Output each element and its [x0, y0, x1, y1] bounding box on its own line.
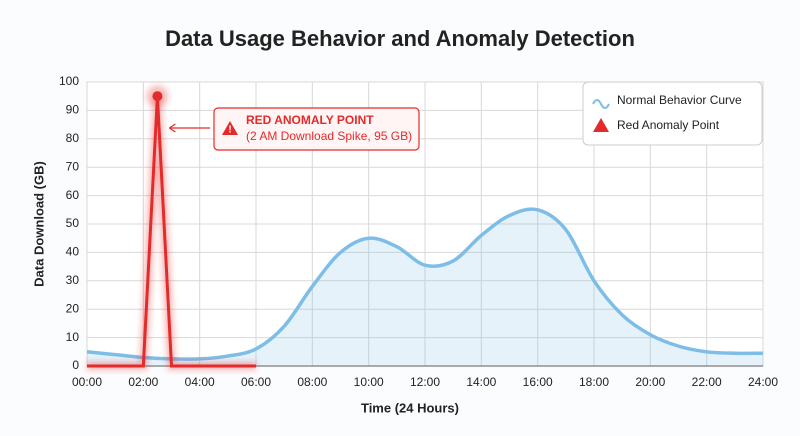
x-tick-label: 16:00: [523, 375, 553, 389]
arrow-head: [169, 123, 176, 133]
y-tick-label: 100: [59, 74, 79, 88]
x-tick-label: 14:00: [466, 375, 496, 389]
annotation-text: (2 AM Download Spike, 95 GB): [246, 129, 412, 143]
y-tick-label: 70: [66, 159, 80, 173]
anomaly-point: [152, 91, 163, 102]
x-tick-label: 06:00: [241, 375, 271, 389]
y-tick-label: 0: [72, 358, 79, 372]
warning-mark: !: [228, 125, 231, 136]
x-tick-label: 10:00: [354, 375, 384, 389]
x-tick-label: 12:00: [410, 375, 440, 389]
legend-label: Normal Behavior Curve: [617, 93, 742, 107]
y-axis-label: Data Download (GB): [31, 161, 46, 287]
y-tick-label: 80: [66, 131, 80, 145]
x-tick-label: 20:00: [635, 375, 665, 389]
x-tick-label: 24:00: [748, 375, 778, 389]
chart-title: Data Usage Behavior and Anomaly Detectio…: [165, 26, 635, 51]
x-tick-label: 18:00: [579, 375, 609, 389]
y-tick-label: 20: [66, 301, 80, 315]
y-tick-label: 60: [66, 188, 80, 202]
x-tick-label: 22:00: [692, 375, 722, 389]
y-tick-label: 40: [66, 245, 80, 259]
x-tick-label: 02:00: [128, 375, 158, 389]
y-tick-label: 30: [66, 273, 80, 287]
normal-curve: [86, 207, 764, 361]
x-tick-label: 00:00: [72, 375, 102, 389]
annotation-box: [213, 107, 420, 151]
y-tick-label: 90: [66, 103, 80, 117]
y-tick-label: 10: [66, 330, 80, 344]
legend-label: Red Anomaly Point: [617, 118, 720, 132]
annotation-title: RED ANOMALY POINT: [246, 113, 374, 127]
normal-area: [87, 209, 763, 366]
legend-icon: [592, 99, 610, 109]
y-tick-label: 50: [66, 216, 80, 230]
x-axis-label: Time (24 Hours): [361, 400, 459, 415]
legend-box: [582, 81, 763, 146]
x-tick-label: 04:00: [185, 375, 215, 389]
x-tick-label: 08:00: [297, 375, 327, 389]
legend-icon: [593, 118, 609, 132]
warning-icon: [222, 121, 238, 135]
